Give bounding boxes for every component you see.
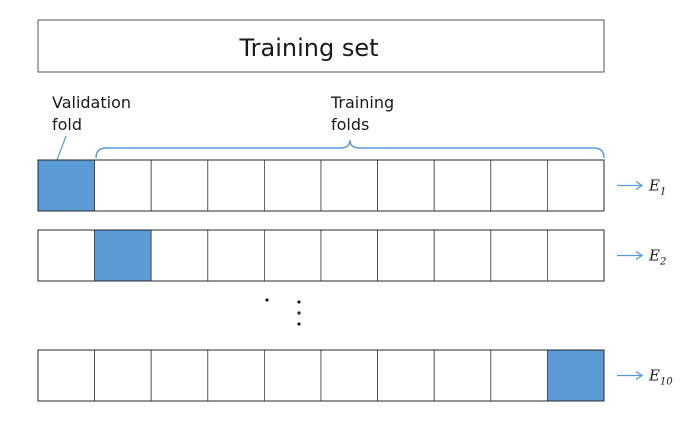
- training-fold-cell: [263, 159, 322, 212]
- training-fold-cell: [377, 159, 435, 212]
- ellipsis-dot: [297, 322, 301, 326]
- validation-fold-cell: [547, 349, 605, 402]
- validation-fold-cell: [94, 229, 152, 282]
- training-fold-cell: [547, 159, 605, 212]
- training-fold-cell: [377, 229, 435, 282]
- training-fold-cell: [490, 349, 548, 402]
- fold-row: E10: [37, 349, 673, 402]
- training-fold-cell: [150, 349, 209, 402]
- training-fold-cell: [207, 349, 265, 402]
- training-fold-cell: [37, 349, 95, 402]
- error-symbol: E: [648, 177, 660, 195]
- fold-row-border: [37, 229, 605, 282]
- ellipsis-dot: [297, 311, 301, 315]
- training-fold-cell: [320, 349, 378, 402]
- ellipsis-dot: [265, 298, 269, 302]
- training-set-title: Training set: [238, 34, 378, 62]
- training-fold-cell: [150, 229, 209, 282]
- fold-row: E1: [37, 159, 666, 212]
- training-folds-brace: [95, 139, 605, 159]
- error-label: E2: [648, 247, 666, 268]
- training-folds-label-line1: Training: [330, 93, 394, 112]
- training-fold-cell: [207, 229, 265, 282]
- training-fold-cell: [547, 229, 605, 282]
- training-fold-cell: [94, 349, 152, 402]
- training-fold-cell: [150, 159, 209, 212]
- training-fold-cell: [263, 349, 322, 402]
- error-subscript: 1: [660, 187, 666, 198]
- training-fold-cell: [320, 159, 378, 212]
- training-folds-label-line2: folds: [331, 115, 369, 134]
- arrow-head-icon: [635, 180, 644, 191]
- ellipsis-dot: [297, 300, 301, 304]
- fold-row: E2: [37, 229, 666, 282]
- error-symbol: E: [648, 367, 660, 385]
- validation-pointer-line: [56, 135, 67, 161]
- arrow-head-icon: [635, 370, 644, 381]
- training-fold-cell: [433, 229, 492, 282]
- training-fold-cell: [377, 349, 435, 402]
- arrow-head-icon: [635, 250, 644, 261]
- validation-fold-cell: [37, 159, 95, 212]
- fold-row-border: [37, 349, 605, 402]
- fold-row-border: [37, 159, 605, 212]
- training-fold-cell: [433, 349, 492, 402]
- training-set-box: [37, 19, 605, 73]
- training-fold-cell: [263, 229, 322, 282]
- training-fold-cell: [320, 229, 378, 282]
- error-symbol: E: [648, 247, 660, 265]
- training-fold-cell: [490, 229, 548, 282]
- training-fold-cell: [490, 159, 548, 212]
- validation-fold-label-line2: fold: [52, 115, 82, 134]
- error-subscript: 10: [660, 377, 673, 388]
- training-fold-cell: [37, 229, 95, 282]
- training-fold-cell: [433, 159, 492, 212]
- error-subscript: 2: [659, 257, 666, 268]
- error-label: E10: [648, 367, 673, 388]
- validation-fold-label-line1: Validation: [52, 93, 131, 112]
- training-fold-cell: [94, 159, 152, 212]
- error-label: E1: [648, 177, 666, 198]
- training-fold-cell: [207, 159, 265, 212]
